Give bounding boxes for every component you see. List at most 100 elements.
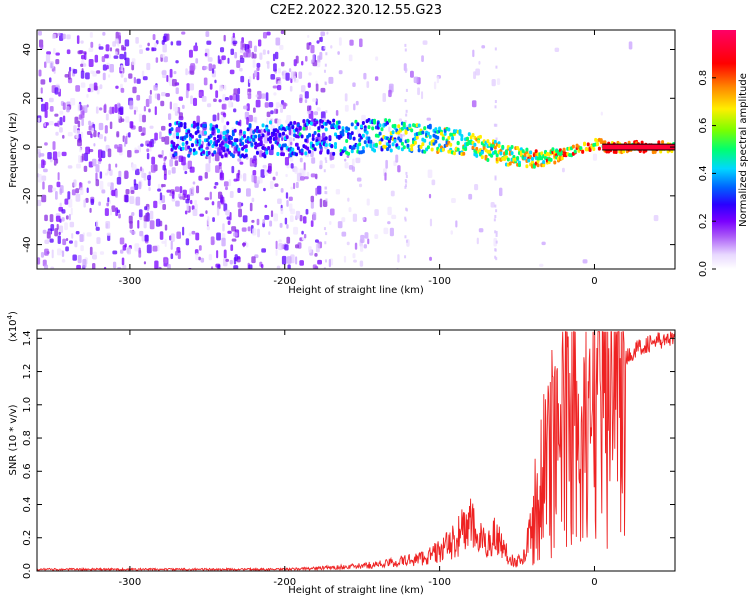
spectrogram-signal-cell [417, 123, 421, 128]
spectrogram-noise-cell [109, 64, 114, 73]
spectrogram-noise-cell [292, 137, 295, 142]
spectrogram-noise-cell [275, 240, 278, 250]
spectrogram-noise-cell [139, 49, 143, 55]
spectrogram-noise-cell [388, 126, 391, 133]
spectrogram-noise-cell [99, 84, 103, 90]
spectrogram-noise-cell [216, 232, 221, 241]
spectrogram-noise-cell [364, 232, 369, 239]
spectrogram-noise-cell [451, 197, 456, 204]
spectrogram-noise-cell [344, 93, 348, 102]
spectrogram-noise-cell [80, 110, 85, 119]
spectrogram-noise-cell [77, 139, 82, 147]
spectrogram-noise-cell [90, 70, 94, 75]
spectrogram-noise-cell [51, 187, 57, 192]
spectrogram-noise-cell [49, 61, 54, 69]
snr-series [37, 331, 675, 571]
spectrogram-noise-cell [148, 187, 151, 192]
spectrogram-signal-cell [267, 131, 271, 136]
spectrogram-noise-cell [234, 51, 238, 59]
spectrogram-signal-cell [276, 152, 280, 157]
spectrogram-noise-cell [285, 72, 290, 81]
spectrogram-noise-cell [78, 133, 82, 141]
spectrogram-signal-cell [417, 148, 421, 153]
spectrogram-noise-cell [62, 134, 65, 139]
spectrogram-signal-cell [549, 157, 553, 162]
spectrogram-noise-cell [82, 258, 87, 268]
spectrogram-noise-cell [348, 54, 353, 62]
spectrogram-noise-cell [115, 189, 118, 198]
spectrogram-noise-cell [286, 199, 289, 207]
spectrogram-signal-cell [597, 146, 601, 151]
spectrogram-noise-cell [142, 114, 146, 123]
spectrogram-noise-cell [68, 198, 73, 208]
spectrogram-noise-cell [79, 147, 82, 153]
spectrogram-noise-cell [142, 76, 148, 81]
spectrogram-noise-cell [239, 161, 244, 165]
spectrogram-noise-cell [146, 244, 152, 254]
spectrogram-noise-cell [344, 162, 349, 169]
spectrogram-noise-cell [314, 173, 318, 180]
spectrogram-signal-cell [350, 122, 354, 127]
spectrogram-signal-cell [367, 136, 371, 141]
spectrogram-noise-cell [213, 185, 217, 189]
spectrogram-noise-cell [320, 111, 326, 120]
spectrogram-signal-cell [311, 143, 315, 148]
spectrogram-noise-cell [132, 86, 137, 94]
spectrogram-noise-cell [335, 188, 341, 195]
spectrogram-noise-cell [251, 197, 255, 203]
spectrogram-signal-cell [490, 146, 494, 151]
spectrogram-noise-cell [377, 145, 382, 150]
spectrogram-noise-cell [320, 87, 326, 93]
spectrogram-noise-cell [337, 221, 343, 229]
spectrogram-noise-cell [338, 37, 342, 46]
spectrogram-noise-cell [76, 264, 82, 269]
spectrogram-signal-cell [530, 160, 534, 165]
spectrogram-noise-cell [214, 152, 220, 162]
spectrogram-noise-cell [329, 164, 335, 169]
spectrogram-noise-cell [428, 193, 432, 199]
spectrogram-signal-cell [170, 127, 174, 132]
snr-y-axis-label: SNR (10 * v/v) [8, 404, 19, 475]
spectrogram-signal-cell [430, 147, 434, 152]
spectrogram-noise-cell [279, 103, 283, 108]
spectrogram-streak-cell [404, 43, 407, 47]
spectrogram-streak-cell [495, 233, 498, 237]
spectrogram-noise-cell [363, 72, 367, 80]
spectrogram-noise-cell [175, 126, 181, 133]
spectrogram-noise-cell [375, 56, 379, 61]
spectrogram-noise-cell [215, 90, 219, 99]
spectrogram-noise-cell [184, 170, 188, 175]
spectrogram-noise-cell [355, 100, 359, 106]
spectrogram-noise-cell [112, 250, 118, 255]
spectrogram-noise-cell [77, 120, 81, 128]
spectrogram-noise-cell [242, 173, 247, 182]
colorbar-tick-label: 0.2 [698, 213, 709, 229]
spectrogram-signal-cell [347, 127, 351, 132]
spectrogram-noise-cell [383, 227, 389, 235]
spectrogram-streak-cell [405, 68, 408, 72]
spectrogram-signal-cell [523, 156, 527, 161]
spectrogram-signal-cell [449, 142, 453, 147]
spectrogram-noise-cell [116, 176, 122, 185]
spectrogram-signal-cell [341, 129, 345, 134]
spectrogram-signal-cell [242, 134, 246, 139]
spectrogram-signal-cell [229, 136, 233, 141]
spectrogram-noise-cell [88, 47, 94, 53]
spectrogram-signal-cell [194, 150, 198, 155]
spectrogram-signal-cell [207, 151, 211, 156]
spectrogram-noise-cell [80, 40, 84, 44]
spectrogram-noise-cell [295, 210, 301, 219]
spectrogram-noise-cell [103, 266, 107, 269]
spectrogram-noise-cell [53, 70, 56, 74]
spectrogram-noise-cell [44, 109, 48, 118]
spectrogram-noise-cell [387, 221, 391, 225]
spectrogram-signal-cell [287, 126, 291, 131]
spectrogram-noise-cell [118, 143, 123, 153]
spectrogram-noise-cell [289, 215, 294, 223]
spectrogram-noise-cell [205, 210, 208, 214]
spectrogram-noise-cell [256, 180, 260, 185]
spectrogram-noise-cell [319, 198, 323, 208]
spectrogram-noise-cell [137, 219, 140, 229]
spectrogram-noise-cell [347, 197, 350, 202]
spectrogram-noise-cell [221, 55, 226, 61]
